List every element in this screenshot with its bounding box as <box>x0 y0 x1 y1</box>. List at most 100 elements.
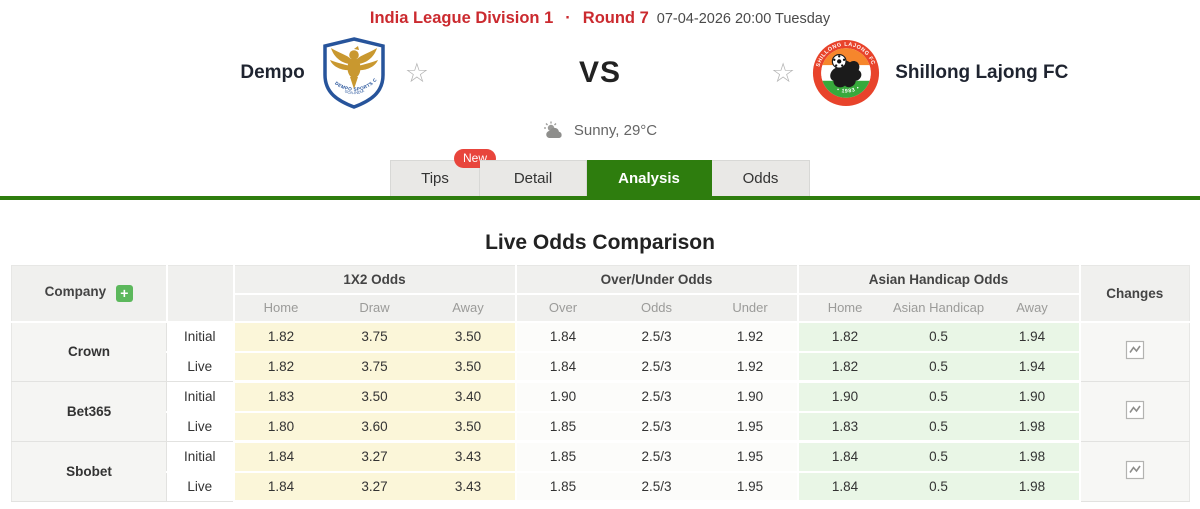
group-header-1x2: 1X2 Odds <box>232 265 516 295</box>
separator-dot: · <box>565 9 571 27</box>
odds-value: 3.75 <box>327 351 422 383</box>
row-type-header <box>165 265 234 323</box>
odds-value: 1.94 <box>985 321 1080 353</box>
teams-row: Dempo DEMPO SPORTS CLUB GOA-INDIA ☆ <box>0 35 1200 111</box>
league-name: India League Division 1 <box>369 9 554 27</box>
col-header-ah-away: Away <box>985 293 1080 323</box>
odds-value: 0.5 <box>891 471 986 503</box>
weather-text: Sunny, 29°C <box>573 121 658 139</box>
tab-analysis[interactable]: Analysis <box>587 160 712 196</box>
odds-value: 3.50 <box>327 381 422 413</box>
odds-row: Live 1.82 3.75 3.50 1.84 2.5/3 1.92 1.82 0.5 1.94 <box>12 351 1190 383</box>
changes-header: Changes <box>1078 265 1190 323</box>
row-type-label: Live <box>166 411 234 442</box>
changes-cell[interactable] <box>1078 441 1190 502</box>
match-header: India League Division 1 · Round 7 07-04-… <box>0 0 1200 28</box>
trend-chart-icon[interactable] <box>1125 340 1145 360</box>
odds-value: 0.5 <box>891 321 986 353</box>
round-label: Round 7 <box>582 9 649 27</box>
tab-tips-label: Tips <box>421 170 449 187</box>
trend-chart-icon[interactable] <box>1125 400 1145 420</box>
odds-value: 2.5/3 <box>609 411 704 443</box>
odds-value: 2.5/3 <box>609 471 704 503</box>
odds-value: 1.83 <box>232 381 328 413</box>
odds-row: Sbobet Initial 1.84 3.27 3.43 1.85 2.5/3 1.95 1.… <box>11 441 1190 502</box>
group-header-asian-handicap: Asian Handicap Odds <box>796 265 1080 295</box>
company-name: Sbobet <box>11 441 167 502</box>
odds-value: 3.75 <box>327 321 422 353</box>
odds-value: 1.82 <box>232 321 328 353</box>
match-datetime: 07-04-2026 20:00 Tuesday <box>656 11 831 27</box>
away-team-logo: SHILLONG LAJONG FC • 1983 • <box>813 39 880 107</box>
changes-cell[interactable] <box>1078 381 1190 442</box>
tab-tips[interactable]: Tips New <box>390 149 496 196</box>
section-title: Live Odds Comparison <box>485 231 715 254</box>
odds-value: 2.5/3 <box>609 351 704 383</box>
odds-value: 1.90 <box>703 381 798 413</box>
away-team: ☆ SHILLONG LAJONG FC <box>621 37 1200 109</box>
row-type-label: Initial <box>166 441 234 473</box>
table-sub-header-row: Home Draw Away Over Odds Under Home Asia… <box>12 293 1190 323</box>
tab-strip: Tips New Detail Analysis Odds <box>0 149 1200 196</box>
tab-analysis-label: Analysis <box>618 170 680 187</box>
weather-row: Sunny, 29°C <box>0 121 1200 139</box>
odds-value: 3.27 <box>327 471 422 503</box>
row-type-label: Initial <box>166 321 234 353</box>
odds-value: 1.84 <box>514 351 610 383</box>
col-header-ah-home: Home <box>796 293 892 323</box>
svg-text:GOA-INDIA: GOA-INDIA <box>344 88 365 95</box>
company-name: Bet365 <box>11 381 167 442</box>
company-header-label: Company <box>44 284 107 300</box>
odds-row: Live 1.84 3.27 3.43 1.85 2.5/3 1.95 1.84 0.5 1.98 <box>12 471 1190 503</box>
partly-sunny-icon <box>543 121 562 138</box>
odds-value: 1.90 <box>985 381 1080 413</box>
odds-value: 3.43 <box>421 471 516 503</box>
odds-value: 1.82 <box>796 321 892 353</box>
odds-row: Crown Initial 1.82 3.75 3.50 1.84 2.5/3 1.92 1.8… <box>11 321 1190 382</box>
home-favorite-star-icon[interactable]: ☆ <box>404 57 429 88</box>
col-header-home: Home <box>232 293 328 323</box>
odds-value: 3.27 <box>327 441 422 473</box>
odds-value: 1.84 <box>514 321 610 353</box>
tab-detail[interactable]: Detail <box>480 160 587 196</box>
tab-odds-label: Odds <box>742 170 779 187</box>
odds-value: 3.60 <box>327 411 422 443</box>
odds-value: 1.98 <box>985 471 1080 503</box>
odds-value: 0.5 <box>891 351 986 383</box>
company-name: Crown <box>11 321 167 382</box>
odds-value: 1.82 <box>232 351 328 383</box>
odds-table: Company + 1X2 Odds Over/Under Odds Asian… <box>11 265 1191 503</box>
svg-text:• 1983 •: • 1983 • <box>836 85 861 95</box>
home-team-name: Dempo <box>240 62 305 83</box>
odds-value: 1.90 <box>514 381 610 413</box>
odds-value: 1.84 <box>796 471 892 503</box>
odds-value: 1.92 <box>703 351 798 383</box>
col-header-asian-handicap: Asian Handicap <box>891 293 986 323</box>
home-team: Dempo DEMPO SPORTS CLUB GOA-INDIA ☆ <box>0 37 579 109</box>
odds-value: 0.5 <box>891 381 986 413</box>
odds-value: 1.85 <box>514 471 610 503</box>
odds-value: 1.95 <box>703 411 798 443</box>
odds-value: 1.80 <box>232 411 328 443</box>
odds-row: Live 1.80 3.60 3.50 1.85 2.5/3 1.95 1.83 0.5 1.98 <box>12 411 1190 443</box>
odds-value: 0.5 <box>891 411 986 443</box>
changes-cell[interactable] <box>1078 321 1190 382</box>
odds-value: 2.5/3 <box>609 441 704 473</box>
away-favorite-star-icon[interactable]: ☆ <box>771 57 796 88</box>
add-company-plus-button[interactable]: + <box>115 285 133 303</box>
table-group-header-row: Company + 1X2 Odds Over/Under Odds Asian… <box>11 265 1190 323</box>
odds-value: 1.98 <box>985 411 1080 443</box>
odds-value: 2.5/3 <box>609 321 704 353</box>
odds-table-body: Crown Initial 1.82 3.75 3.50 1.84 2.5/3 1.92 1.8… <box>11 321 1190 503</box>
odds-value: 1.83 <box>796 411 892 443</box>
odds-value: 1.84 <box>796 441 892 473</box>
odds-value: 1.85 <box>514 411 610 443</box>
odds-row: Bet365 Initial 1.83 3.50 3.40 1.90 2.5/3 1.90 1.… <box>11 381 1190 442</box>
odds-value: 1.84 <box>232 471 328 503</box>
vs-label: VS <box>578 56 622 89</box>
col-header-draw: Draw <box>327 293 422 323</box>
trend-chart-icon[interactable] <box>1125 460 1145 480</box>
odds-value: 2.5/3 <box>609 381 704 413</box>
tab-odds[interactable]: Odds <box>712 160 810 196</box>
odds-value: 1.82 <box>796 351 892 383</box>
